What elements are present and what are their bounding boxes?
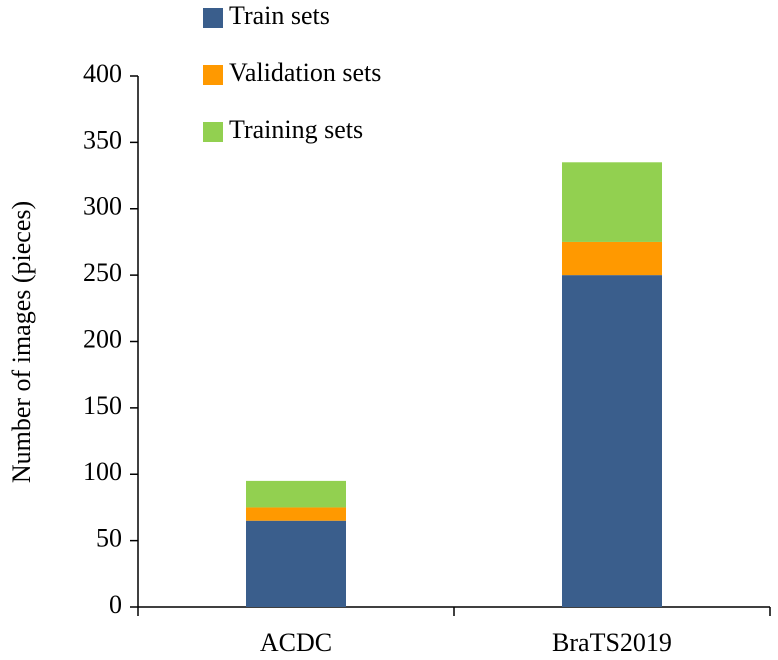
y-tick-label: 250 xyxy=(83,258,122,287)
bar-segment xyxy=(562,241,662,276)
y-tick-label: 50 xyxy=(96,524,122,553)
legend-swatch xyxy=(203,8,223,28)
x-tick-label: ACDC xyxy=(260,628,332,657)
y-tick-label: 200 xyxy=(83,324,122,353)
legend-label: Validation sets xyxy=(229,58,381,87)
y-tick-label: 150 xyxy=(83,391,122,420)
y-tick-label: 100 xyxy=(83,457,122,486)
bar-segment xyxy=(562,162,662,242)
bar-segment xyxy=(246,480,346,508)
bar-segment xyxy=(562,275,662,607)
y-tick-label: 300 xyxy=(83,192,122,221)
legend-label: Train sets xyxy=(229,1,330,30)
x-tick-label: BraTS2019 xyxy=(552,628,672,657)
legend-label: Training sets xyxy=(229,115,363,144)
legend-swatch xyxy=(203,65,223,85)
y-tick-label: 400 xyxy=(83,59,122,88)
y-tick-label: 350 xyxy=(83,125,122,154)
legend-swatch xyxy=(203,122,223,142)
y-axis-label: Number of images (pieces) xyxy=(7,201,36,483)
y-tick-label: 0 xyxy=(109,590,122,619)
bar-segment xyxy=(246,507,346,521)
bar-segment xyxy=(246,520,346,607)
